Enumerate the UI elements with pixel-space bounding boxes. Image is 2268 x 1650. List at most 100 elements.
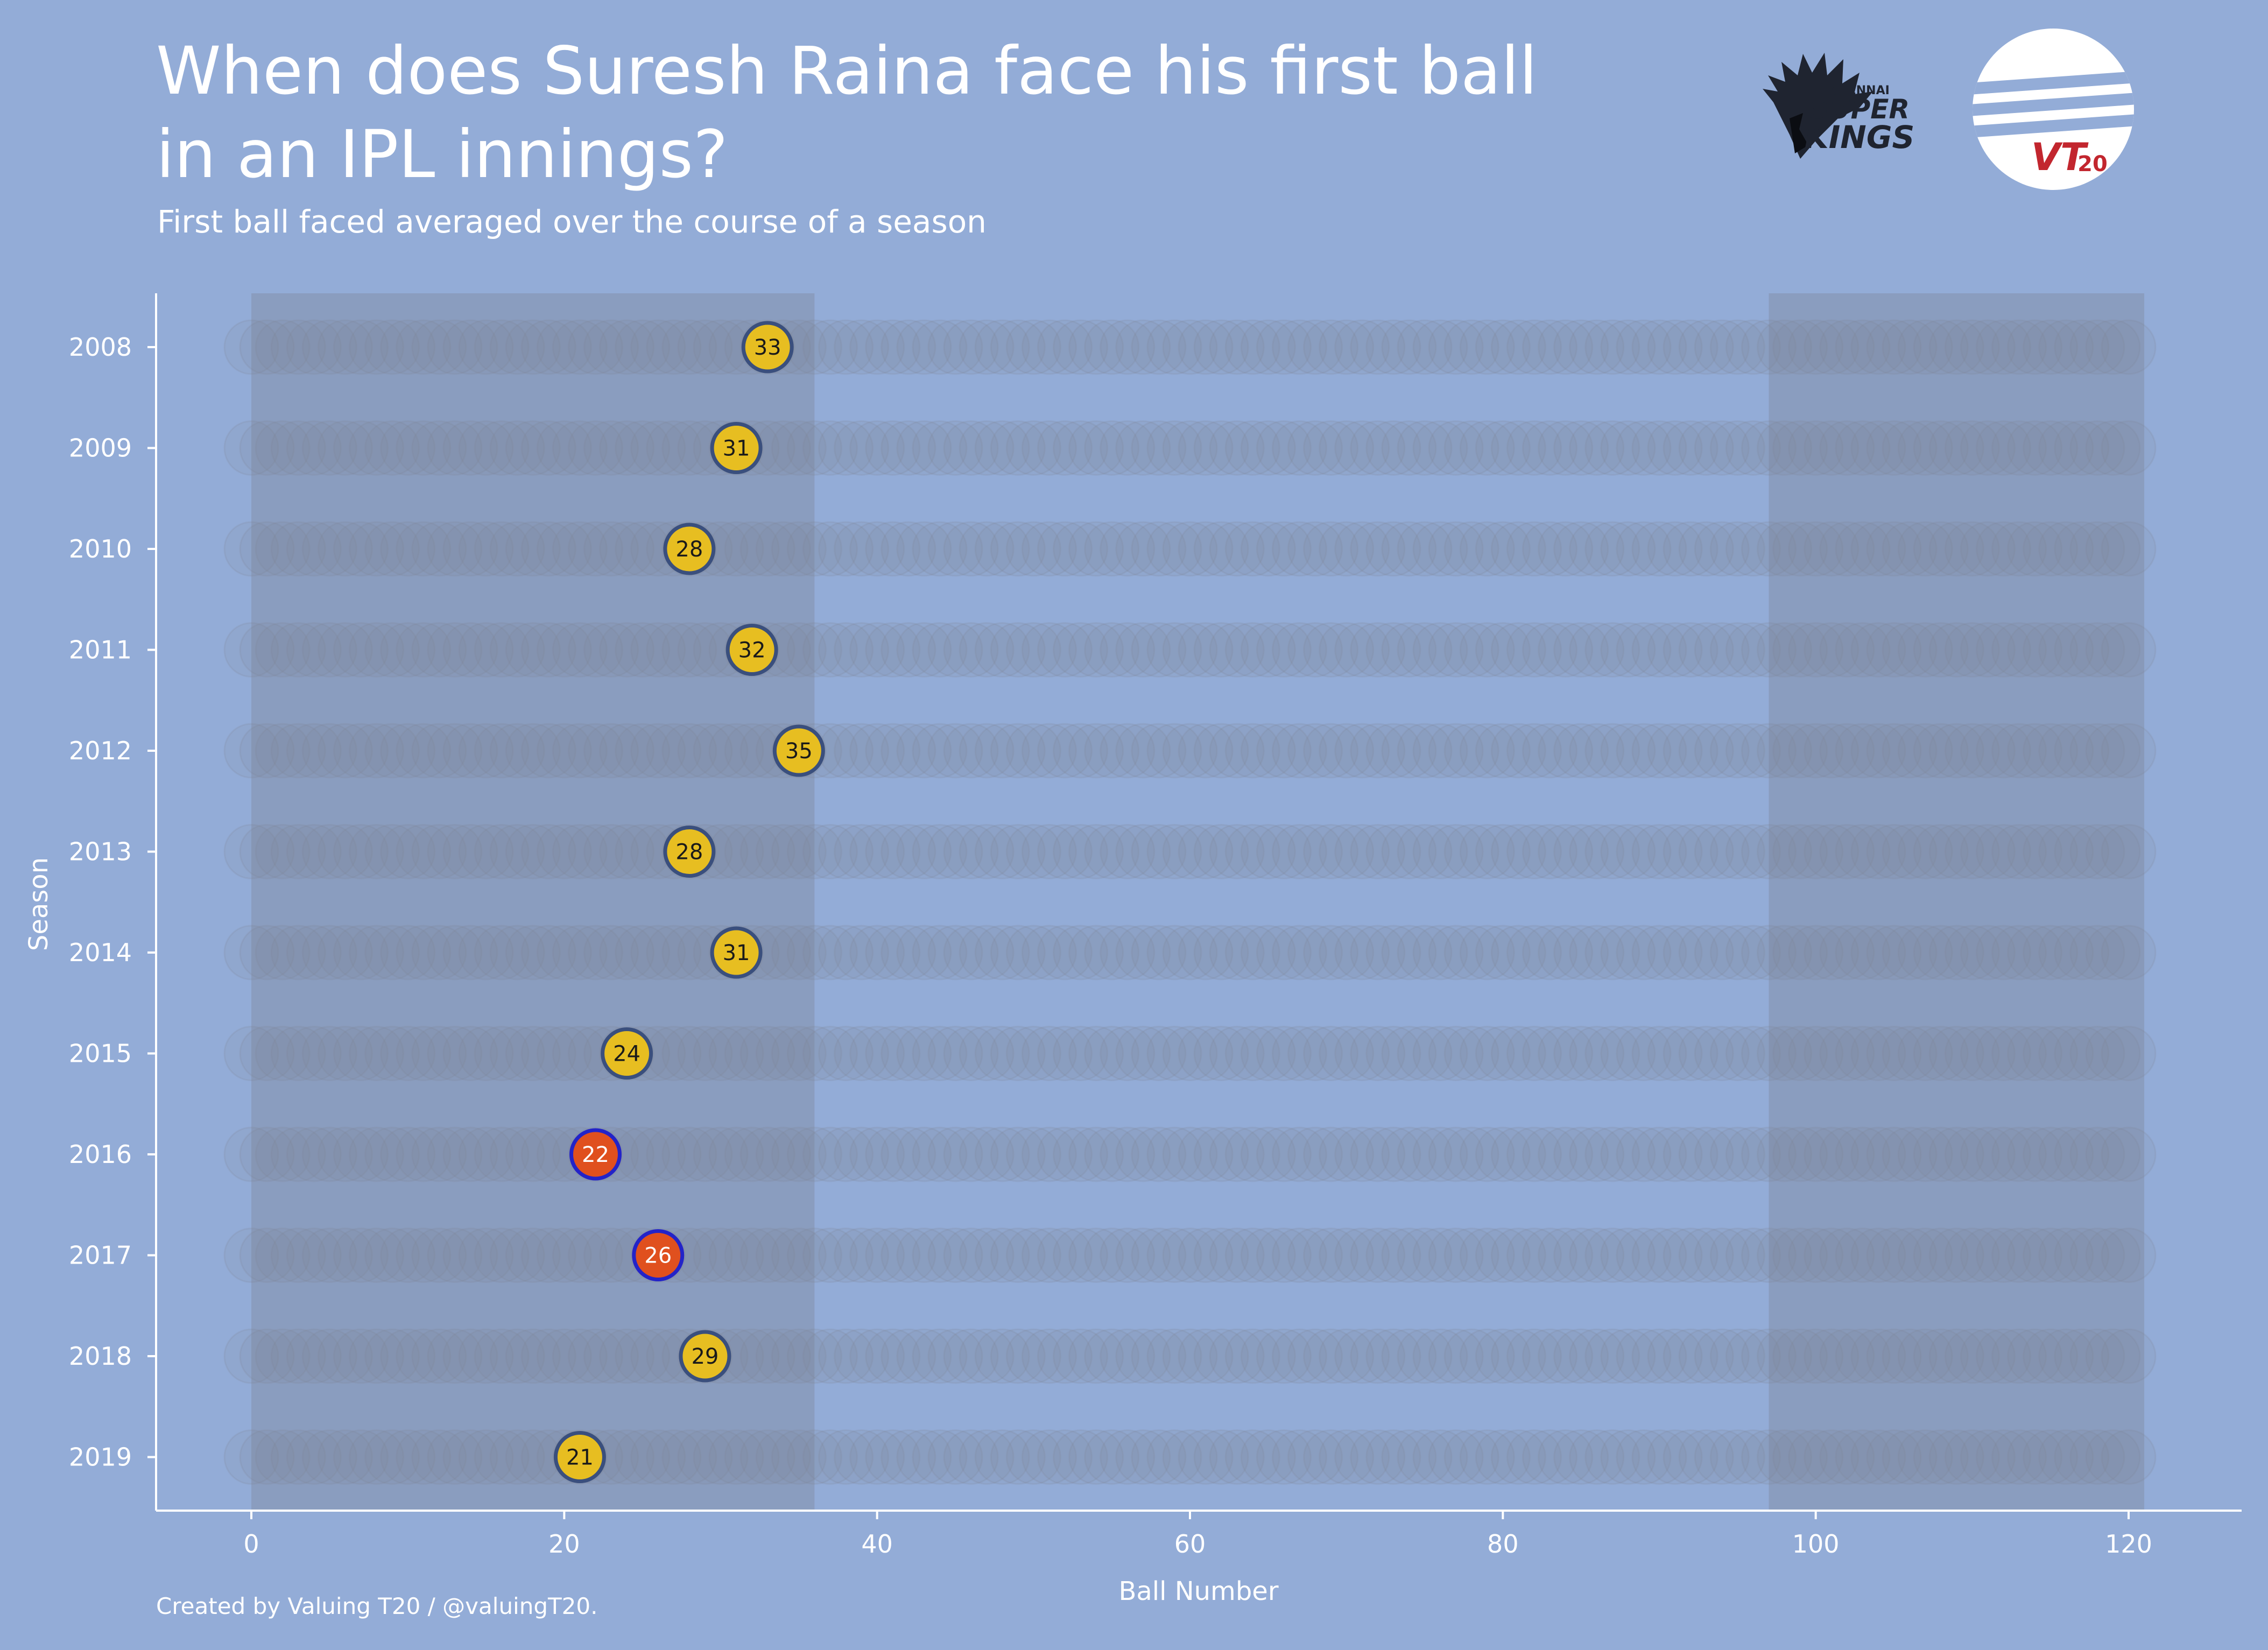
- ghost-ball: [1757, 1429, 1813, 1485]
- ghost-ball: [802, 1026, 858, 1081]
- ghost-ball: [364, 1328, 420, 1384]
- ghost-ball: [1100, 1429, 1156, 1485]
- ghost-ball: [270, 824, 326, 879]
- ghost-ball: [771, 1228, 827, 1283]
- ghost-ball: [489, 824, 545, 879]
- ghost-ball: [1397, 420, 1453, 476]
- ghost-ball: [1005, 420, 1061, 476]
- ghost-ball: [1804, 824, 1860, 879]
- footer-credit: Created by Valuing T20 / @valuingT20.: [156, 1593, 598, 1619]
- ghost-ball: [255, 1328, 311, 1384]
- ghost-ball: [255, 1429, 311, 1485]
- ghost-ball: [1068, 1228, 1124, 1283]
- ghost-ball: [1960, 420, 2016, 476]
- ghost-ball: [223, 1126, 279, 1182]
- ghost-ball: [739, 1026, 795, 1081]
- ghost-ball: [1850, 319, 1906, 375]
- csk-logo: CHENNAI SUPER KINGS: [1763, 53, 1914, 159]
- ghost-ball: [1647, 1126, 1703, 1182]
- ghost-ball: [1694, 824, 1750, 879]
- ghost-ball: [2069, 420, 2125, 476]
- ghost-ball: [270, 420, 326, 476]
- ghost-ball: [1850, 925, 1906, 981]
- ghost-ball: [615, 1429, 671, 1485]
- first-ball-label: 35: [785, 739, 813, 764]
- ghost-ball: [2085, 824, 2141, 879]
- ghost-ball: [1256, 1429, 1312, 1485]
- ghost-ball: [1240, 723, 1296, 779]
- ghost-ball: [2038, 1126, 2094, 1182]
- ghost-ball: [1146, 1228, 1202, 1283]
- ghost-ball: [677, 1026, 733, 1081]
- first-ball-marker: [741, 321, 794, 373]
- ghost-ball: [1788, 824, 1844, 879]
- ghost-ball: [270, 319, 326, 375]
- ghost-ball: [1928, 1328, 1984, 1384]
- ghost-ball: [1068, 319, 1124, 375]
- ghost-ball: [1100, 723, 1156, 779]
- ghost-ball: [1897, 1328, 1953, 1384]
- ghost-ball: [646, 420, 702, 476]
- ghost-ball: [317, 824, 373, 879]
- ghost-ball: [2101, 1429, 2157, 1485]
- ghost-ball: [959, 622, 1015, 678]
- ghost-ball: [1772, 1126, 1828, 1182]
- ghost-ball: [1819, 1126, 1875, 1182]
- ghost-ball: [1819, 420, 1875, 476]
- x-tick-label: 0: [243, 1529, 259, 1559]
- ghost-ball: [630, 723, 686, 779]
- ghost-ball: [1975, 1429, 2031, 1485]
- ghost-ball: [802, 319, 858, 375]
- ghost-ball: [1506, 1228, 1562, 1283]
- ghost-ball: [2054, 420, 2110, 476]
- ghost-ball: [1209, 420, 1265, 476]
- ghost-ball: [1303, 925, 1359, 981]
- ghost-ball: [927, 521, 983, 577]
- ghost-ball: [349, 925, 405, 981]
- ghost-ball: [411, 1126, 467, 1182]
- ghost-ball: [661, 319, 717, 375]
- ghost-ball: [2038, 1429, 2094, 1485]
- ghost-ball: [333, 723, 389, 779]
- ghost-ball: [489, 319, 545, 375]
- ghost-ball: [1709, 1126, 1765, 1182]
- ghost-ball: [834, 420, 890, 476]
- ghost-ball: [1037, 622, 1093, 678]
- ghost-row-2019: [223, 1429, 2157, 1485]
- axes: 0 20 40 60 80 100 120 2008 2009 2010 2011 2012 2013 2…: [69, 293, 2242, 1559]
- ghost-ball: [1303, 723, 1359, 779]
- ghost-ball: [474, 1228, 530, 1283]
- ghost-ball: [1240, 1026, 1296, 1081]
- ghost-ball: [1584, 723, 1640, 779]
- ghost-ball: [552, 925, 608, 981]
- ghost-ball: [1053, 925, 1109, 981]
- ghost-ball: [2101, 622, 2157, 678]
- ghost-ball: [1350, 925, 1406, 981]
- ghost-ball: [1616, 622, 1672, 678]
- ghost-ball: [1975, 622, 2031, 678]
- ghost-ball: [1866, 1026, 1922, 1081]
- ghost-ball: [1490, 925, 1546, 981]
- ghost-ball: [896, 1429, 952, 1485]
- ghost-ball: [1757, 319, 1813, 375]
- first-ball-label: 29: [691, 1344, 719, 1369]
- ghost-ball: [1303, 1228, 1359, 1283]
- ghost-ball: [1240, 622, 1296, 678]
- ghost-ball: [1319, 824, 1375, 879]
- ghost-ball: [724, 1429, 780, 1485]
- ghost-ball: [1287, 319, 1343, 375]
- ghost-ball: [1350, 1026, 1406, 1081]
- ghost-ball: [301, 622, 357, 678]
- ghost-ball: [1663, 723, 1718, 779]
- ghost-ball: [333, 420, 389, 476]
- ghost-ball: [1240, 420, 1296, 476]
- first-ball-label: 21: [566, 1445, 594, 1470]
- ghost-ball: [849, 1429, 905, 1485]
- ghost-ball: [1882, 1228, 1938, 1283]
- ghost-ball: [959, 1328, 1015, 1384]
- ghost-ball: [333, 1026, 389, 1081]
- ghost-ball: [818, 1429, 874, 1485]
- ghost-ball: [396, 319, 452, 375]
- ghost-ball: [1506, 824, 1562, 879]
- ghost-ball: [1913, 723, 1969, 779]
